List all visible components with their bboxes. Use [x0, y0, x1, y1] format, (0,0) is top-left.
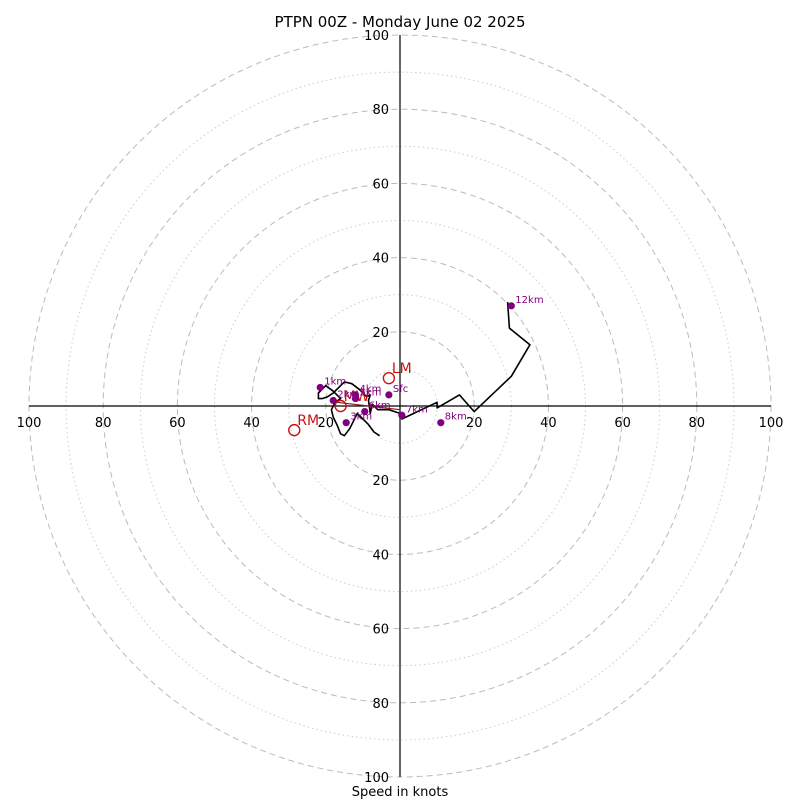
height-label: 12km: [515, 295, 543, 306]
x-tick-label: 80: [689, 416, 706, 431]
x-tick-label: 100: [17, 416, 42, 431]
x-axis-label: Speed in knots: [352, 785, 449, 800]
height-label: 2km: [337, 389, 359, 400]
height-point: [437, 419, 445, 427]
height-label: 3km: [350, 412, 372, 423]
height-label: 6km: [369, 401, 391, 412]
height-label: 4km: [359, 384, 381, 395]
height-label: 5km: [359, 388, 381, 399]
height-point: [316, 383, 324, 392]
y-tick-label: 100: [364, 29, 389, 44]
x-tick-label: 60: [614, 416, 631, 431]
storm-motion-marker: [334, 399, 347, 413]
height-point: [361, 407, 369, 416]
hodograph-line: [317, 302, 531, 437]
x-tick-labels: 100 80 60 40 20 20 40 60 80 100: [17, 416, 784, 431]
x-tick-label: 40: [243, 416, 260, 431]
height-label: 7km: [406, 404, 428, 415]
y-tick-labels: 100 80 60 40 20 20 40 60 80 100: [364, 29, 389, 786]
height-label: 8km: [445, 412, 467, 423]
height-point: [385, 391, 393, 399]
chart-title: PTPN 00Z - Monday June 02 2025: [274, 13, 525, 31]
mean-wind-line: [336, 401, 401, 411]
y-tick-label: 20: [372, 326, 389, 341]
storm-motion-label: LM: [392, 361, 412, 377]
height-point: [342, 419, 350, 427]
x-tick-label: 40: [540, 416, 557, 431]
height-point: [507, 302, 515, 310]
y-tick-label: 100: [364, 771, 389, 786]
x-tick-label: 20: [466, 416, 483, 431]
height-point: [351, 394, 360, 403]
height-label: Sfc: [393, 384, 408, 395]
height-label: 1km: [324, 376, 346, 387]
x-tick-label: 100: [759, 416, 784, 431]
y-tick-label: 40: [372, 548, 389, 563]
x-tick-label: 20: [318, 416, 335, 431]
storm-motion-label: RM: [297, 413, 319, 429]
y-tick-label: 60: [372, 623, 389, 638]
storm-motion-marker: [382, 371, 396, 385]
y-tick-label: 80: [372, 103, 389, 118]
y-tick-label: 20: [372, 474, 389, 489]
y-tick-label: 40: [372, 252, 389, 267]
height-point: [398, 411, 406, 419]
y-tick-label: 80: [372, 697, 389, 712]
height-point: [329, 396, 337, 405]
axes: [29, 35, 771, 777]
hodograph-trace: [317, 302, 531, 437]
y-tick-label: 60: [372, 177, 389, 192]
x-tick-label: 60: [169, 416, 186, 431]
storm-motion-marker: [288, 423, 301, 437]
x-tick-label: 80: [95, 416, 112, 431]
